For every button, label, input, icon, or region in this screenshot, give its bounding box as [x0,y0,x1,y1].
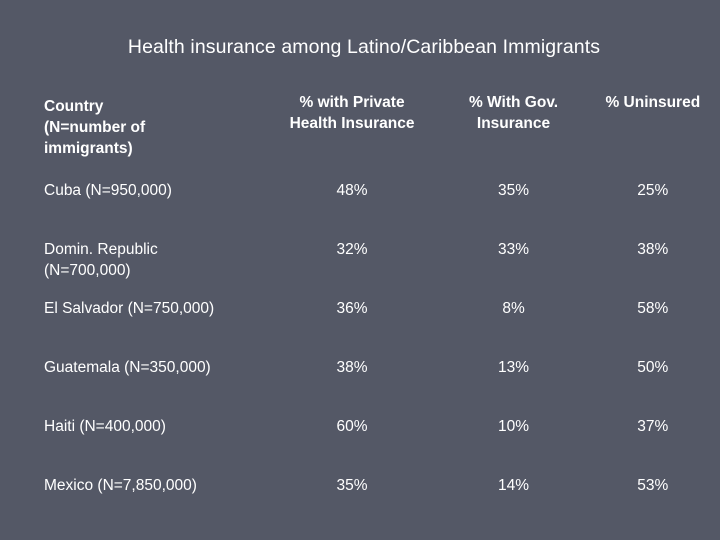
gov-cell: 13% [498,359,530,376]
private-cell: 38% [336,359,368,376]
gov-cell: 8% [502,300,525,317]
uninsured-cell: 53% [637,477,669,494]
uninsured-cell: 37% [637,418,669,435]
insurance-table: Country (N=number of immigrants) % with … [36,88,720,530]
private-cell: 35% [336,477,368,494]
country-cell: Domin. Republic (N=700,000) [44,241,158,279]
private-cell: 60% [336,418,368,435]
uninsured-cell: 25% [637,182,669,199]
country-cell: Mexico (N=7,850,000) [44,477,197,494]
table-row: Cuba (N=950,000) 48% 35% 25% [36,176,720,235]
private-cell: 36% [336,300,368,317]
uninsured-cell: 58% [637,300,669,317]
header-uninsured: % Uninsured [605,94,701,111]
table-row: Guatemala (N=350,000) 38% 13% 50% [36,353,720,412]
table-row: Domin. Republic (N=700,000) 32% 33% 38% [36,235,720,294]
uninsured-cell: 38% [637,241,669,258]
country-cell: Guatemala (N=350,000) [44,359,211,376]
header-row: Country (N=number of immigrants) % with … [36,88,720,176]
gov-cell: 10% [498,418,530,435]
country-cell: Haiti (N=400,000) [44,418,166,435]
gov-cell: 35% [498,182,530,199]
gov-cell: 14% [498,477,530,494]
header-private-insurance: % with Private Health Insurance [289,94,415,132]
country-cell: Cuba (N=950,000) [44,182,172,199]
table-row: Haiti (N=400,000) 60% 10% 37% [36,412,720,471]
table-row: Mexico (N=7,850,000) 35% 14% 53% [36,471,720,530]
header-country: Country (N=number of immigrants) [44,98,146,157]
header-gov-insurance: % With Gov. Insurance [468,94,559,132]
country-cell: El Salvador (N=750,000) [44,300,215,317]
table-row: El Salvador (N=750,000) 36% 8% 58% [36,294,720,353]
gov-cell: 33% [498,241,530,258]
private-cell: 32% [336,241,368,258]
uninsured-cell: 50% [637,359,669,376]
private-cell: 48% [336,182,368,199]
slide-title: Health insurance among Latino/Caribbean … [127,36,601,58]
